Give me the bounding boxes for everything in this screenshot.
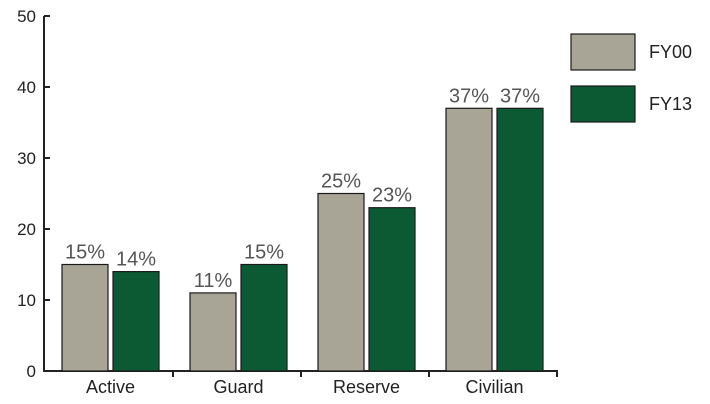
bar-group — [61, 107, 544, 372]
bar-active-fy00 — [61, 263, 109, 372]
data-label-active-fy00: 15% — [65, 242, 105, 264]
bar-reserve-fy13 — [368, 207, 416, 372]
category-label-guard: Guard — [213, 377, 263, 397]
data-label-guard-fy13: 15% — [244, 242, 284, 264]
category-labels: Active Guard Reserve Civilian — [86, 371, 558, 397]
data-labels: 15% 14% 11% 15% 25% 23% 37% 37% — [65, 85, 540, 292]
data-label-civilian-fy00: 37% — [449, 85, 489, 107]
legend: FY00 FY13 — [570, 33, 692, 123]
legend-label-fy13: FY13 — [649, 94, 692, 114]
data-label-civilian-fy13: 37% — [500, 85, 540, 107]
y-axis-ticks: 0 10 20 30 40 50 — [17, 7, 50, 381]
bar-reserve-fy00 — [317, 192, 365, 372]
data-label-reserve-fy13: 23% — [372, 185, 412, 207]
category-label-active: Active — [86, 377, 135, 397]
data-label-reserve-fy00: 25% — [321, 171, 361, 193]
bar-civilian-fy13 — [496, 107, 544, 372]
bar-guard-fy00 — [189, 292, 237, 372]
y-tick-label: 0 — [27, 362, 36, 381]
category-label-civilian: Civilian — [465, 377, 523, 397]
category-label-reserve: Reserve — [333, 377, 400, 397]
legend-swatch-fy00 — [570, 33, 636, 71]
y-tick-label: 20 — [17, 220, 36, 239]
legend-label-fy00: FY00 — [649, 42, 692, 62]
y-tick-label: 30 — [17, 149, 36, 168]
bar-guard-fy13 — [240, 263, 288, 372]
data-label-active-fy13: 14% — [116, 249, 156, 271]
bar-civilian-fy00 — [445, 107, 493, 372]
bar-active-fy13 — [112, 271, 160, 372]
y-tick-label: 10 — [17, 291, 36, 310]
data-label-guard-fy00: 11% — [194, 270, 233, 292]
y-tick-label: 50 — [17, 7, 36, 26]
legend-swatch-fy13 — [570, 85, 636, 123]
y-tick-label: 40 — [17, 78, 36, 97]
